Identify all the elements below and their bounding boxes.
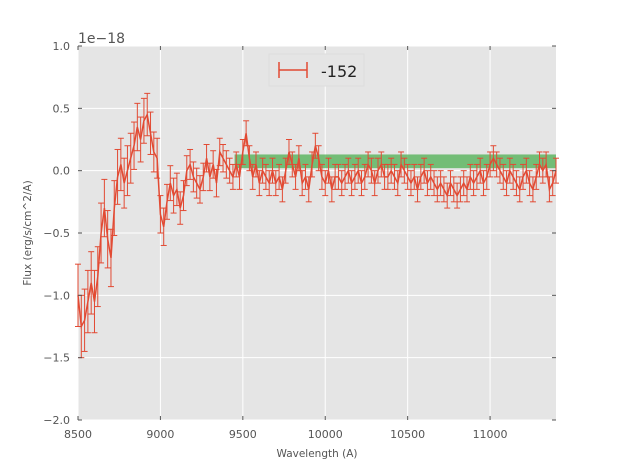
- legend-label: -152: [321, 62, 357, 81]
- y-tick-label: 0.5: [53, 102, 71, 115]
- y-offset-label: 1e−18: [78, 31, 125, 47]
- legend: -152: [268, 53, 365, 87]
- x-tick-label: 9000: [146, 428, 174, 441]
- y-axis-label: Flux (erg/s/cm^2/A): [22, 180, 34, 285]
- x-axis-label: Wavelength (A): [276, 448, 357, 460]
- y-axis-ticks: −2.0 −1.5 −1.0 −0.5 0.0 0.5 1.0: [43, 40, 556, 427]
- legend-swatch: [278, 62, 308, 78]
- band-rect: [234, 154, 556, 169]
- x-tick-label: 10500: [390, 428, 425, 441]
- y-tick-label: −0.5: [43, 227, 70, 240]
- x-axis-ticks: 8500 9000 9500 10000 10500 11000: [64, 46, 508, 441]
- y-tick-label: −1.5: [43, 352, 70, 365]
- data-series: [75, 92, 559, 359]
- y-tick-label: −1.0: [43, 289, 70, 302]
- legend-box: [268, 53, 365, 87]
- y-tick-label: −2.0: [43, 414, 70, 427]
- y-tick-label: 0.0: [53, 165, 71, 178]
- series-line: [77, 112, 557, 330]
- x-tick-label: 11000: [473, 428, 508, 441]
- x-tick-label: 10000: [308, 428, 343, 441]
- x-tick-label: 8500: [64, 428, 92, 441]
- y-tick-label: 1.0: [53, 40, 71, 53]
- x-tick-label: 9500: [229, 428, 257, 441]
- target-band: [234, 154, 556, 169]
